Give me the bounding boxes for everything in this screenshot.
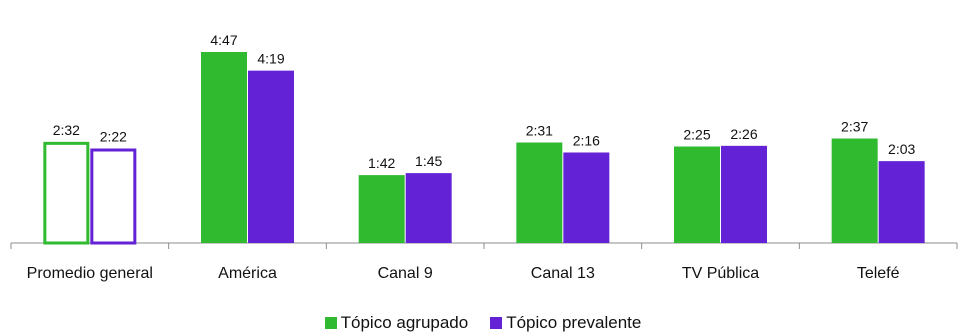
bar-prevalente-2 <box>405 173 452 243</box>
data-label: 2:26 <box>730 126 757 142</box>
category-label: Canal 9 <box>378 265 433 282</box>
data-label: 2:32 <box>53 122 80 138</box>
data-label: 1:45 <box>415 153 442 169</box>
bar-agrupado-1 <box>201 52 247 244</box>
legend-item-series-2: Tópico prevalente <box>490 313 641 333</box>
bar-agrupado-4 <box>674 146 720 243</box>
chart-legend: Tópico agrupado Tópico prevalente <box>0 313 966 333</box>
data-label: 2:03 <box>888 141 915 157</box>
category-label: Telefé <box>857 265 900 282</box>
legend-swatch-series-2 <box>490 317 503 329</box>
category-label: TV Pública <box>682 265 759 282</box>
data-label: 2:16 <box>573 132 600 148</box>
bar-prevalente-5 <box>878 161 925 243</box>
bar-agrupado-3 <box>516 142 563 243</box>
legend-swatch-series-1 <box>324 317 337 329</box>
bar-prevalente-4 <box>721 145 767 243</box>
bar-prevalente-1 <box>248 70 294 243</box>
data-label: 2:22 <box>100 128 127 144</box>
legend-item-series-1: Tópico agrupado <box>324 313 469 333</box>
bar-prevalente-3 <box>563 152 610 243</box>
category-label: Promedio general <box>27 265 153 282</box>
data-label: 2:25 <box>683 127 710 143</box>
legend-label-series-2: Tópico prevalente <box>506 313 642 332</box>
bar-agrupado-5 <box>831 138 878 243</box>
data-label: 4:47 <box>210 32 237 48</box>
data-label: 2:37 <box>841 119 868 135</box>
category-label: América <box>218 265 277 282</box>
data-label: 2:31 <box>526 123 553 139</box>
bar-prevalente-0 <box>90 148 137 245</box>
data-label: 4:19 <box>257 51 284 67</box>
bar-agrupado-2 <box>358 175 405 243</box>
category-label: Canal 13 <box>531 265 595 282</box>
bar-agrupado-0 <box>43 141 90 245</box>
data-label: 1:42 <box>368 155 395 171</box>
legend-label-series-1: Tópico agrupado <box>340 313 469 332</box>
